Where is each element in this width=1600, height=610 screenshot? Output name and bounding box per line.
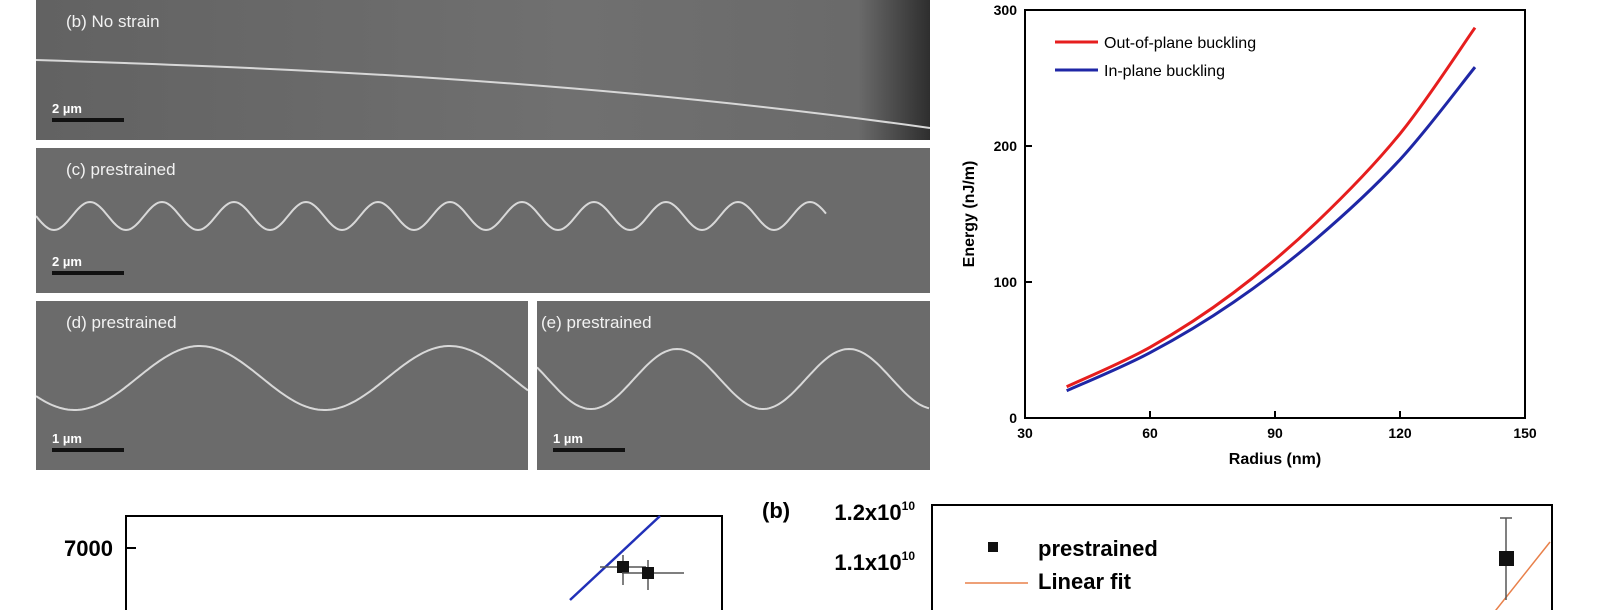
buckled-wire-d <box>36 345 528 411</box>
sem-panel-no-strain: (b) No strain 2 µm <box>36 0 930 140</box>
x-tick-label: 150 <box>1513 425 1537 441</box>
plot-frame <box>931 504 1553 610</box>
panel-label-c: (c) prestrained <box>66 160 176 179</box>
x-tick-label: 90 <box>1267 425 1283 441</box>
bottom-right-chart: (b) 1.2x1010 1.1x1010 prestrained Linear… <box>762 498 1553 610</box>
error-bar-point-1 <box>600 555 646 585</box>
legend-label-linear-fit: Linear fit <box>1038 569 1132 594</box>
error-bar-point-2 <box>622 560 684 590</box>
y-tick-label: 0 <box>1009 410 1017 426</box>
blue-fit-line <box>569 515 661 601</box>
panel-label-d: (d) prestrained <box>66 313 177 332</box>
legend-marker-prestrained <box>988 542 998 552</box>
buckled-wire-c <box>36 200 827 232</box>
y-axis-label: Energy (nJ/m) <box>961 161 978 268</box>
legend-label-in-plane: In-plane buckling <box>1104 63 1225 80</box>
legend-label-prestrained: prestrained <box>1038 536 1158 561</box>
y-tick-label: 100 <box>994 274 1018 290</box>
bottom-left-chart: 7000 <box>64 515 723 610</box>
x-tick-label: 120 <box>1388 425 1412 441</box>
x-tick-label: 30 <box>1017 425 1033 441</box>
y-tick-label: 200 <box>994 138 1018 154</box>
scale-bar-e: 1 µm <box>553 431 625 452</box>
scale-bar-b: 2 µm <box>52 101 124 122</box>
energy-radius-chart: 30 60 90 120 150 0 100 200 300 Out-of-plane buck… <box>961 2 1537 468</box>
series-line-in-plane <box>1066 66 1477 393</box>
y-tick-1-1: 1.1x1010 <box>834 549 915 575</box>
straight-wire <box>36 59 930 129</box>
plot-frame <box>125 515 723 610</box>
plot-frame <box>1024 9 1526 419</box>
panel-label-b-chart: (b) <box>762 498 790 523</box>
legend-label-out-of-plane: Out-of-plane buckling <box>1104 35 1256 52</box>
y-tick-7000: 7000 <box>64 536 113 561</box>
data-point-prestrained <box>1499 517 1514 600</box>
sem-panel-prestrained-c: (c) prestrained 2 µm <box>36 148 930 293</box>
panel-label-b: (b) No strain <box>66 12 160 31</box>
x-axis-label: Radius (nm) <box>1229 451 1321 468</box>
buckled-wire-e <box>537 347 930 411</box>
scale-bar-c: 2 µm <box>52 254 124 275</box>
x-tick-label: 60 <box>1142 425 1158 441</box>
y-tick-label: 300 <box>994 2 1018 18</box>
scale-bar-d: 1 µm <box>52 431 124 452</box>
legend: Out-of-plane buckling In-plane buckling <box>1055 35 1256 80</box>
sem-panel-prestrained-e: (e) prestrained 1 µm <box>537 301 930 470</box>
y-tick-1-2: 1.2x1010 <box>834 499 915 525</box>
sem-panel-prestrained-d: (d) prestrained 1 µm <box>36 301 528 470</box>
series-line-out-of-plane <box>1066 26 1477 389</box>
panel-label-e: (e) prestrained <box>541 313 652 332</box>
